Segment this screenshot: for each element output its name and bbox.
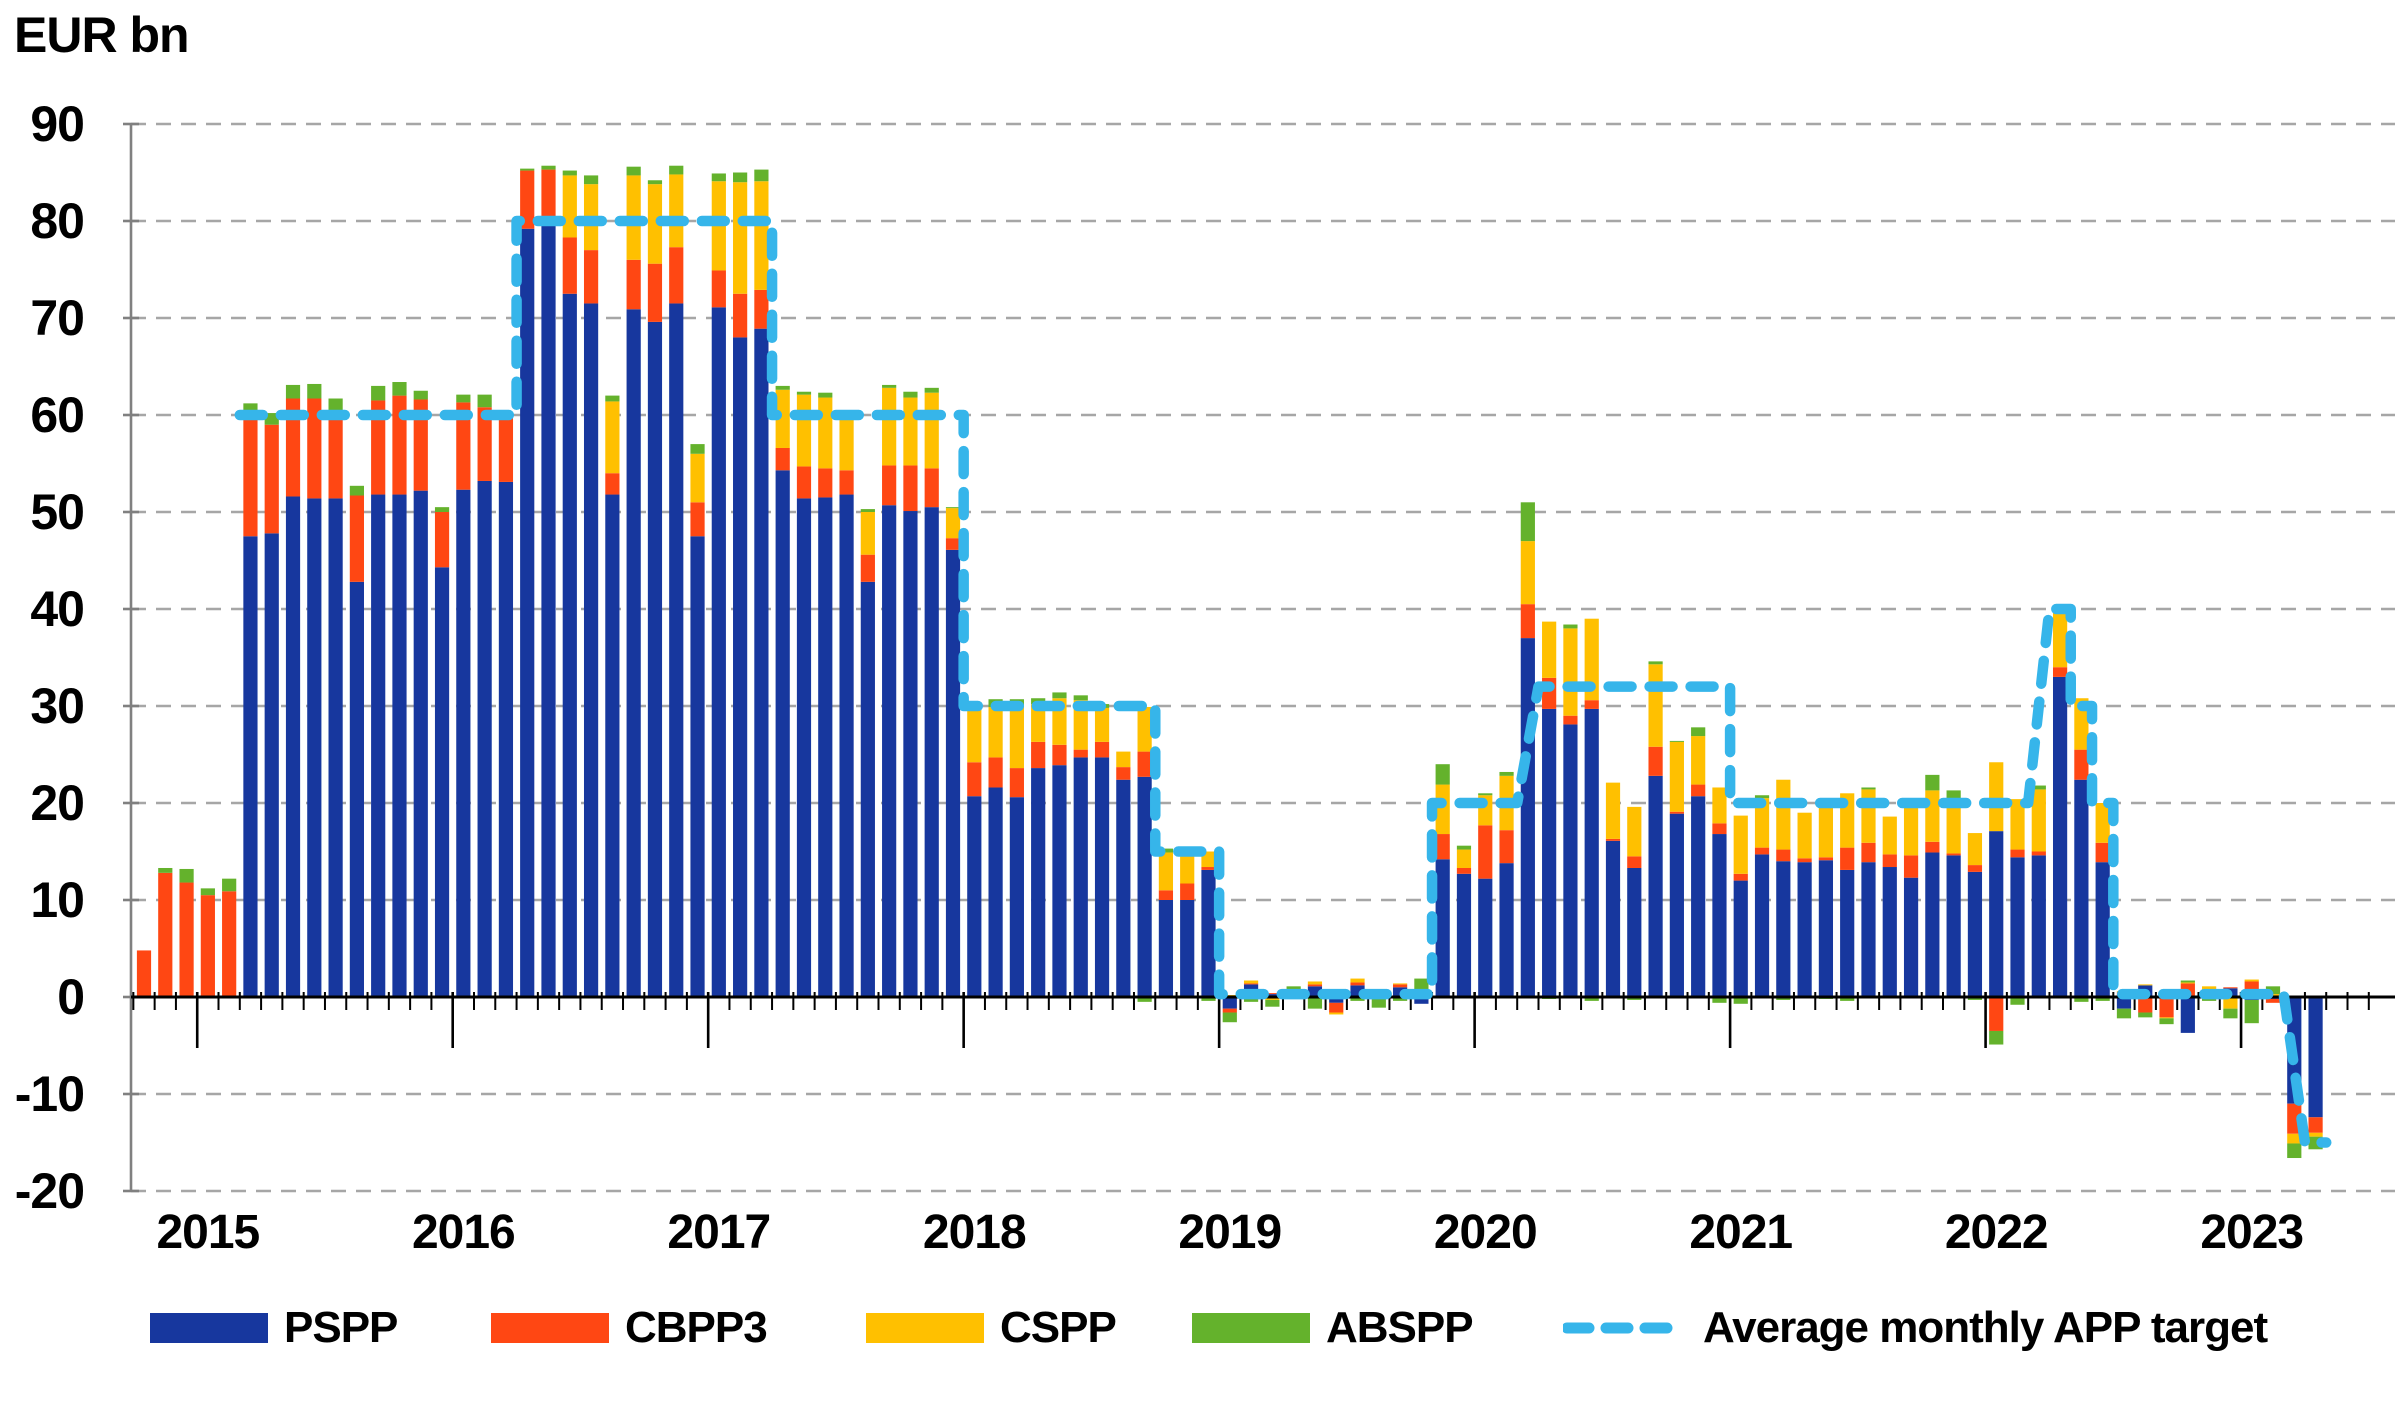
svg-text:2023: 2023 (2200, 1206, 2303, 1259)
legend-item-target: Average monthly APP target (1563, 1303, 2268, 1353)
svg-text:10: 10 (30, 872, 84, 928)
svg-text:50: 50 (30, 484, 84, 540)
svg-text:2020: 2020 (1434, 1206, 1537, 1259)
pspp-swatch-icon (150, 1313, 268, 1343)
svg-text:-20: -20 (15, 1163, 84, 1219)
legend-label-cspp: CSPP (1000, 1303, 1117, 1352)
chart-title: EUR bn (14, 7, 190, 63)
cspp-swatch-icon (866, 1313, 984, 1343)
legend-item-pspp: PSPP (150, 1303, 398, 1353)
svg-text:2019: 2019 (1178, 1206, 1281, 1259)
svg-text:2021: 2021 (1689, 1206, 1792, 1259)
legend-label-target: Average monthly APP target (1703, 1303, 2268, 1352)
legend-label-pspp: PSPP (284, 1303, 398, 1352)
legend-item-cspp: CSPP (866, 1303, 1117, 1353)
cbpp3-swatch-icon (491, 1313, 609, 1343)
svg-text:-10: -10 (15, 1066, 84, 1122)
svg-text:80: 80 (30, 193, 84, 249)
svg-text:2016: 2016 (412, 1206, 515, 1259)
svg-text:2022: 2022 (1945, 1206, 2048, 1259)
svg-text:30: 30 (30, 678, 84, 734)
legend-label-cbpp3: CBPP3 (625, 1303, 768, 1352)
svg-text:2017: 2017 (667, 1206, 770, 1259)
svg-text:0: 0 (57, 969, 84, 1025)
legend-item-abspp: ABSPP (1192, 1303, 1474, 1353)
svg-text:40: 40 (30, 581, 84, 637)
svg-text:2018: 2018 (923, 1206, 1026, 1259)
svg-text:90: 90 (30, 96, 84, 152)
svg-text:2015: 2015 (156, 1206, 259, 1259)
svg-text:20: 20 (30, 775, 84, 831)
legend-label-abspp: ABSPP (1326, 1303, 1474, 1352)
chart-legend: PSPP CBPP3 CSPP ABSPP Average monthly AP… (0, 1303, 2401, 1353)
target-dash-icon (1563, 1322, 1687, 1334)
svg-text:60: 60 (30, 387, 84, 443)
legend-item-cbpp3: CBPP3 (491, 1303, 768, 1353)
abspp-swatch-icon (1192, 1313, 1310, 1343)
svg-text:70: 70 (30, 290, 84, 346)
